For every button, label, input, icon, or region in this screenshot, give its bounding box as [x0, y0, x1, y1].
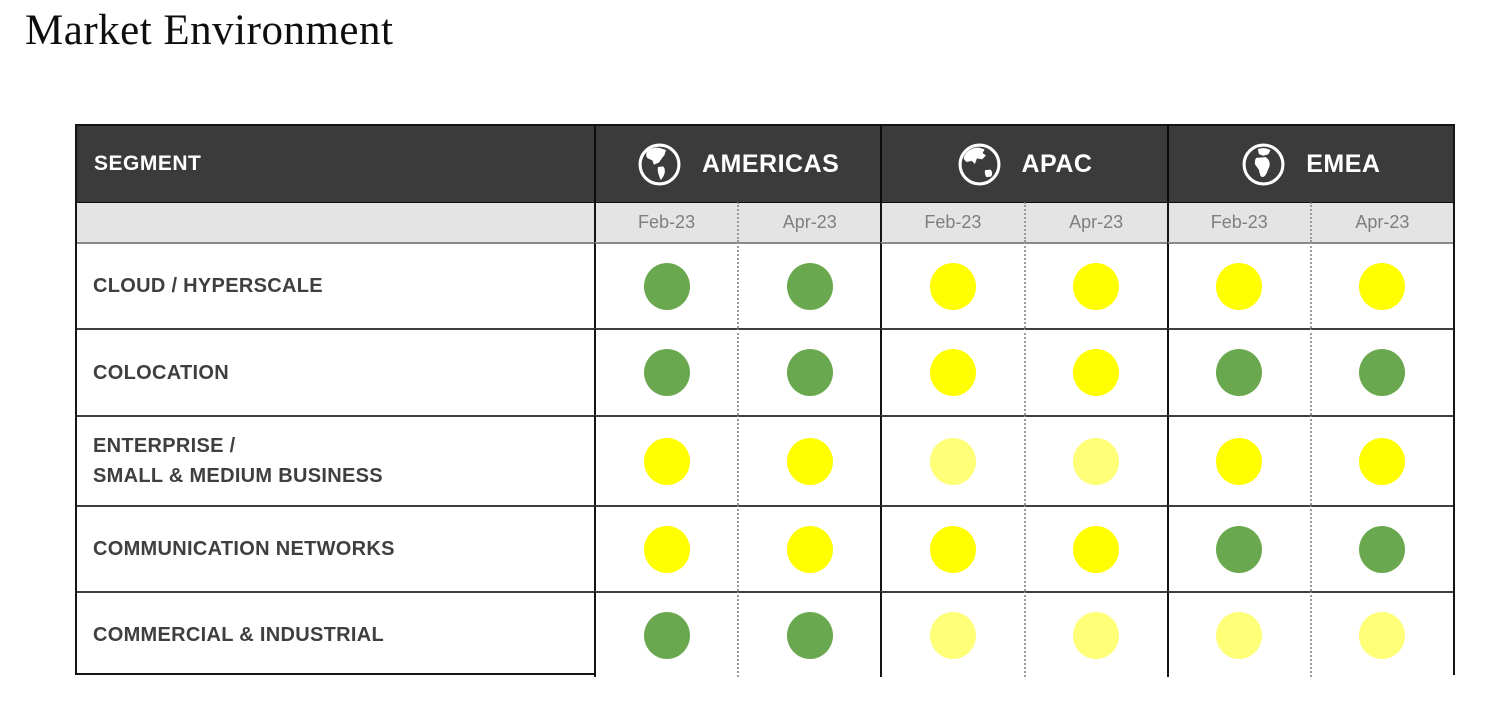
status-dot: [1073, 611, 1120, 659]
globe-emea-icon: [1241, 142, 1286, 187]
region-header-americas: AMERICAS: [594, 126, 881, 202]
status-dot: [786, 437, 833, 485]
period-header-apac-feb: Feb-23: [880, 202, 1024, 242]
region-label-apac: APAC: [1021, 149, 1093, 178]
status-cell: [1023, 242, 1167, 328]
segment-label-communication-networks: COMMUNICATION NETWORKS: [77, 505, 594, 591]
region-label-americas: AMERICAS: [701, 149, 840, 178]
status-cell: [1309, 505, 1453, 591]
status-dot: [1359, 262, 1406, 310]
status-dot: [929, 525, 976, 573]
status-dot: [929, 611, 976, 659]
segment-column-header: SEGMENT: [77, 126, 594, 202]
status-dot: [1359, 611, 1406, 659]
status-cell: [1309, 328, 1453, 415]
period-header-americas-feb: Feb-23: [594, 202, 738, 242]
region-label-emea: EMEA: [1306, 149, 1381, 178]
status-dot: [643, 611, 690, 659]
status-dot: [1359, 525, 1406, 573]
status-dot: [929, 437, 976, 485]
status-cell: [880, 415, 1024, 505]
segment-header-label: SEGMENT: [94, 152, 202, 175]
region-header-apac: APAC: [880, 126, 1167, 202]
status-dot: [1073, 437, 1120, 485]
status-dot: [1216, 611, 1263, 659]
status-dot: [643, 525, 690, 573]
status-cell: [737, 591, 881, 677]
status-dot: [929, 349, 976, 396]
status-dot: [1359, 349, 1406, 396]
period-header-apac-apr: Apr-23: [1023, 202, 1167, 242]
region-header-emea: EMEA: [1166, 126, 1453, 202]
status-dot: [786, 525, 833, 573]
status-cell: [594, 242, 738, 328]
subheader-spacer: [77, 202, 594, 242]
status-dot: [786, 349, 833, 396]
status-cell: [1309, 415, 1453, 505]
status-dot: [1216, 525, 1263, 573]
status-cell: [880, 591, 1024, 677]
status-dot: [1359, 437, 1406, 485]
status-dot: [786, 262, 833, 310]
status-cell: [737, 328, 881, 415]
status-dot: [786, 611, 833, 659]
period-header-americas-apr: Apr-23: [737, 202, 881, 242]
status-dot: [1073, 525, 1120, 573]
status-cell: [737, 242, 881, 328]
status-dot: [1073, 262, 1120, 310]
status-cell: [1166, 328, 1310, 415]
status-cell: [1309, 591, 1453, 677]
status-dot: [1073, 349, 1120, 396]
segment-label-colocation: COLOCATION: [77, 328, 594, 415]
globe-apac-icon: [957, 142, 1002, 187]
globe-americas-icon: [637, 142, 682, 187]
page-title: Market Environment: [25, 7, 394, 54]
segment-label-commercial-industrial: COMMERCIAL & INDUSTRIAL: [77, 591, 594, 677]
status-cell: [594, 415, 738, 505]
status-cell: [1309, 242, 1453, 328]
status-dot: [929, 262, 976, 310]
status-dot: [643, 349, 690, 396]
status-cell: [594, 505, 738, 591]
status-cell: [1023, 505, 1167, 591]
status-cell: [880, 242, 1024, 328]
status-cell: [1166, 415, 1310, 505]
status-cell: [1023, 415, 1167, 505]
segment-label-enterprise-smb: ENTERPRISE / SMALL & MEDIUM BUSINESS: [77, 415, 594, 505]
status-dot: [643, 262, 690, 310]
status-cell: [594, 591, 738, 677]
status-cell: [880, 505, 1024, 591]
status-dot: [1216, 437, 1263, 485]
status-cell: [1166, 505, 1310, 591]
period-header-emea-feb: Feb-23: [1166, 202, 1310, 242]
status-dot: [1216, 262, 1263, 310]
status-cell: [1023, 328, 1167, 415]
status-cell: [1166, 591, 1310, 677]
status-cell: [1166, 242, 1310, 328]
status-dot: [1216, 349, 1263, 396]
status-cell: [737, 505, 881, 591]
status-cell: [737, 415, 881, 505]
period-header-emea-apr: Apr-23: [1309, 202, 1453, 242]
status-cell: [594, 328, 738, 415]
segment-label-cloud-hyperscale: CLOUD / HYPERSCALE: [77, 242, 594, 328]
status-dot: [643, 437, 690, 485]
status-cell: [1023, 591, 1167, 677]
market-environment-table: SEGMENT AMERICAS APAC: [75, 124, 1455, 677]
status-cell: [880, 328, 1024, 415]
